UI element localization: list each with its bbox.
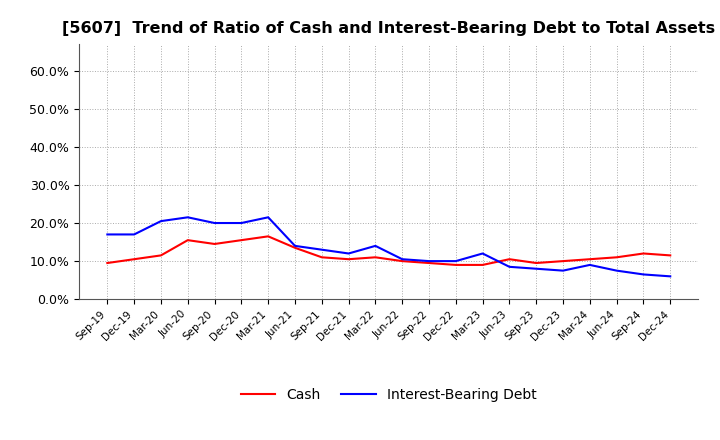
Cash [425,260,433,266]
Cash [237,238,246,243]
Interest-Bearing Debt [103,232,112,237]
Interest-Bearing Debt [585,262,594,268]
Interest-Bearing Debt [425,258,433,264]
Cash [318,255,326,260]
Interest-Bearing Debt [184,215,192,220]
Interest-Bearing Debt [559,268,567,273]
Interest-Bearing Debt [371,243,379,249]
Cash [639,251,648,256]
Title: [5607]  Trend of Ratio of Cash and Interest-Bearing Debt to Total Assets: [5607] Trend of Ratio of Cash and Intere… [62,21,716,36]
Cash [612,255,621,260]
Cash [666,253,675,258]
Interest-Bearing Debt [344,251,353,256]
Interest-Bearing Debt [237,220,246,226]
Interest-Bearing Debt [666,274,675,279]
Cash [130,257,138,262]
Cash [344,257,353,262]
Interest-Bearing Debt [157,219,166,224]
Interest-Bearing Debt [612,268,621,273]
Cash [398,258,407,264]
Cash [210,241,219,246]
Cash [103,260,112,266]
Cash [505,257,514,262]
Cash [532,260,541,266]
Cash [291,245,300,250]
Cash [451,262,460,268]
Cash [478,262,487,268]
Interest-Bearing Debt [451,258,460,264]
Cash [264,234,272,239]
Interest-Bearing Debt [505,264,514,269]
Cash [157,253,166,258]
Interest-Bearing Debt [478,251,487,256]
Interest-Bearing Debt [210,220,219,226]
Interest-Bearing Debt [532,266,541,271]
Interest-Bearing Debt [398,257,407,262]
Cash [585,257,594,262]
Interest-Bearing Debt [130,232,138,237]
Interest-Bearing Debt [318,247,326,252]
Cash [371,255,379,260]
Interest-Bearing Debt [291,243,300,249]
Cash [559,258,567,264]
Interest-Bearing Debt [264,215,272,220]
Cash [184,238,192,243]
Line: Cash: Cash [107,236,670,265]
Line: Interest-Bearing Debt: Interest-Bearing Debt [107,217,670,276]
Interest-Bearing Debt [639,272,648,277]
Legend: Cash, Interest-Bearing Debt: Cash, Interest-Bearing Debt [235,382,543,407]
